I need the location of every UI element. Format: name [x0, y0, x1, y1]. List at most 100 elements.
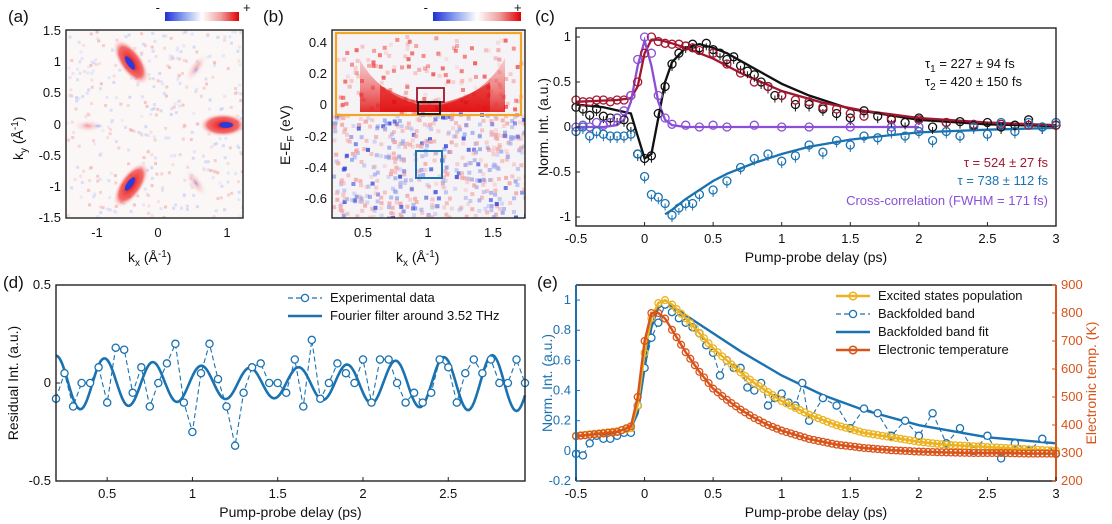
speckle — [372, 164, 377, 169]
panel-b-xticks: 0.5 1 1.5 — [354, 225, 502, 240]
experimental-data-point — [213, 374, 223, 384]
speckle — [406, 57, 411, 62]
speckle — [514, 191, 519, 196]
speckle — [375, 170, 380, 175]
data-point-blue — [845, 140, 855, 150]
speckle — [89, 64, 93, 67]
speckle — [79, 50, 83, 54]
speckle — [440, 181, 445, 186]
experimental-data-point — [273, 378, 282, 388]
speckle — [182, 44, 186, 48]
speckle — [132, 203, 136, 207]
temperature-point — [805, 434, 814, 444]
speckle — [226, 161, 230, 165]
temperature-point — [777, 426, 786, 435]
backfolded-data-point — [983, 431, 992, 441]
speckle — [223, 35, 227, 39]
speckle — [434, 151, 439, 156]
experimental-data-point — [452, 398, 462, 407]
temperature-point — [1042, 449, 1051, 458]
speckle — [496, 40, 500, 45]
speckle — [147, 59, 151, 63]
speckle — [522, 130, 525, 135]
speckle — [191, 156, 195, 160]
panel-b-xtick: 1 — [424, 225, 431, 240]
speckle — [214, 209, 218, 213]
temperature-point — [603, 428, 613, 437]
speckle — [454, 65, 459, 70]
speckle — [405, 204, 410, 209]
panel-e-xtick: 2 — [915, 486, 922, 501]
panel-d: (d) 0.5 1 1.5 2 2.5 0.5 0 -0.5 Pump-probe delay … — [3, 273, 530, 520]
speckle — [493, 128, 498, 133]
speckle — [85, 91, 89, 95]
speckle — [336, 57, 341, 62]
experimental-data-point — [264, 378, 274, 388]
backfolded-data-point — [763, 401, 773, 410]
speckle — [170, 107, 174, 111]
speckle — [398, 184, 403, 189]
experimental-data-point — [247, 363, 257, 372]
data-point-black — [955, 116, 965, 127]
speckle — [397, 119, 402, 123]
speckle — [470, 192, 475, 197]
speckle — [372, 172, 377, 177]
panel-c-xtick: 1.5 — [841, 231, 859, 246]
data-point-black — [605, 113, 615, 123]
speckle — [211, 176, 215, 180]
speckle — [510, 125, 515, 130]
speckle — [508, 72, 513, 77]
speckle — [410, 144, 415, 149]
panel-e-ytick: -0.2 — [549, 473, 571, 488]
speckle — [146, 150, 150, 154]
speckle — [508, 201, 513, 205]
population-point — [672, 305, 681, 314]
speckle — [357, 199, 362, 204]
panel-c-ytick: -1 — [559, 209, 571, 224]
temperature-point — [891, 446, 901, 455]
population-point — [869, 430, 878, 439]
speckle — [164, 126, 168, 130]
panel-c-chart: -0.5 0 0.5 1 1.5 2 2.5 3 1 0.5 0 -0.5 -1 Pump-probe d… — [535, 27, 1061, 265]
speckle — [433, 190, 438, 195]
temperature-point — [855, 443, 864, 452]
data-point-black — [804, 99, 814, 110]
temperature-point — [850, 442, 859, 451]
speckle — [378, 64, 383, 69]
speckle — [127, 162, 131, 166]
experimental-data-point — [461, 368, 470, 378]
temperature-point — [613, 427, 622, 437]
speckle — [202, 166, 206, 170]
speckle — [147, 211, 151, 215]
speckle — [177, 99, 181, 103]
data-point-red — [674, 39, 684, 49]
speckle — [459, 171, 464, 176]
panel-e-y2tick: 500 — [1061, 389, 1083, 404]
backfolded-data-point — [832, 401, 841, 410]
speckle — [478, 133, 482, 138]
data-point-black — [578, 104, 588, 114]
speckle — [387, 156, 392, 161]
speckle — [128, 95, 132, 99]
speckle — [70, 59, 74, 62]
data-point-purple — [804, 122, 814, 132]
speckle — [66, 213, 70, 217]
data-point-red — [681, 41, 691, 51]
speckle — [107, 179, 111, 183]
panel-c-tau1: τ1 = 227 ± 94 fs — [925, 56, 1015, 75]
experimental-data-point — [68, 402, 78, 411]
speckle — [426, 213, 431, 217]
speckle — [519, 150, 524, 155]
temperature-point — [896, 446, 905, 455]
speckle — [399, 110, 404, 115]
speckle — [161, 82, 164, 86]
speckle — [398, 174, 403, 179]
backfolded-data-point — [873, 408, 882, 418]
speckle — [387, 121, 392, 126]
speckle — [190, 32, 194, 36]
speckle — [496, 133, 501, 138]
panel-a-ytick: -0.5 — [39, 148, 61, 163]
speckle — [152, 85, 156, 89]
speckle — [466, 161, 471, 166]
data-point-purple — [694, 122, 705, 132]
